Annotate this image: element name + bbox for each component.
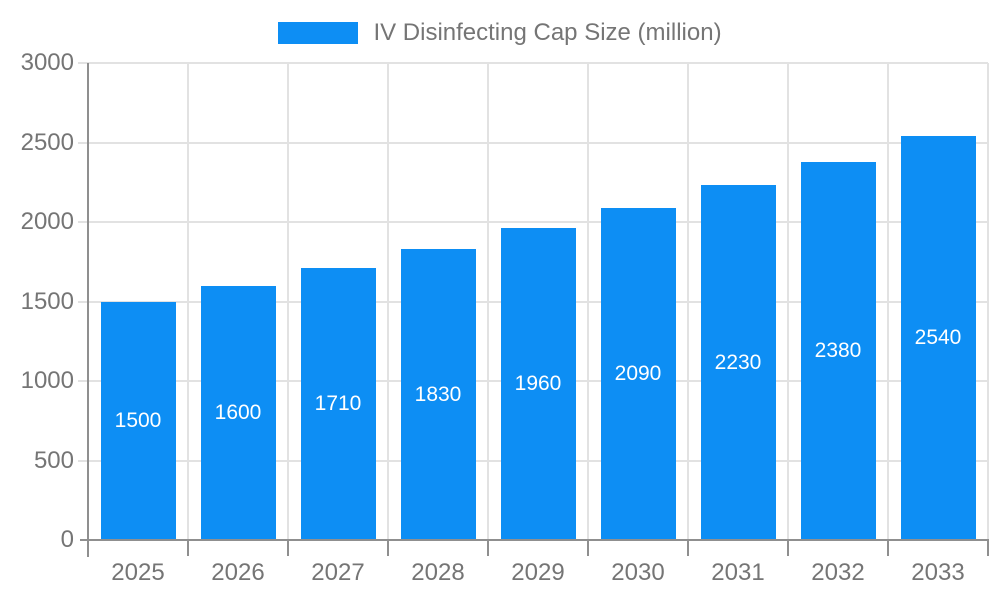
x-axis-tick — [187, 540, 189, 556]
bar[interactable] — [100, 301, 176, 540]
x-gridline — [587, 63, 589, 540]
x-axis-tick — [487, 540, 489, 556]
y-axis-tick-label: 0 — [60, 526, 74, 553]
x-axis-tick — [887, 540, 889, 556]
x-axis-tick — [787, 540, 789, 556]
x-axis-tick — [587, 540, 589, 556]
bar[interactable] — [200, 285, 276, 540]
x-axis-tick-label: 2027 — [311, 559, 365, 586]
bar-value-label: 1710 — [314, 392, 362, 416]
y-gridline — [78, 141, 988, 144]
y-axis-tick-label: 1000 — [20, 367, 74, 394]
bar-value-label: 2380 — [814, 338, 862, 362]
y-axis-tick-label: 3000 — [20, 49, 74, 76]
x-gridline — [387, 63, 389, 540]
x-axis-tick — [987, 540, 989, 556]
x-axis-line — [80, 539, 989, 541]
bar[interactable] — [400, 249, 476, 540]
y-axis-tick-label: 2500 — [20, 128, 74, 156]
x-gridline — [787, 63, 789, 540]
x-gridline — [187, 63, 189, 540]
y-axis-tick-label: 2000 — [20, 208, 74, 235]
x-axis-tick-label: 2026 — [211, 559, 265, 586]
x-axis-tick — [687, 540, 689, 556]
x-gridline — [287, 63, 289, 540]
bar-value-label: 2230 — [714, 350, 762, 374]
legend-swatch-icon — [278, 22, 359, 44]
y-axis-tick-label: 500 — [33, 446, 74, 474]
x-gridline — [687, 63, 689, 540]
bar-value-label: 1830 — [414, 382, 462, 406]
y-axis-line — [87, 63, 89, 557]
legend-label: IV Disinfecting Cap Size (million) — [373, 19, 722, 46]
x-axis-tick — [287, 540, 289, 556]
x-axis-tick-label: 2025 — [111, 559, 165, 586]
bar-value-label: 2090 — [614, 361, 662, 385]
x-axis-tick-label: 2032 — [811, 559, 865, 586]
bar-value-label: 1960 — [514, 372, 562, 396]
chart-legend[interactable]: IV Disinfecting Cap Size (million) — [0, 20, 1000, 46]
bar[interactable] — [900, 136, 976, 540]
x-axis-tick-label: 2028 — [411, 559, 465, 586]
bar-value-label: 1500 — [114, 408, 162, 432]
bar[interactable] — [500, 228, 576, 540]
bar[interactable] — [300, 268, 376, 540]
bar[interactable] — [800, 161, 876, 540]
x-gridline — [487, 63, 489, 540]
x-axis-tick-label: 2029 — [511, 559, 565, 586]
x-gridline — [887, 63, 889, 540]
y-gridline — [78, 221, 988, 223]
x-axis-tick — [387, 540, 389, 556]
bar[interactable] — [600, 207, 676, 540]
bar-value-label: 1600 — [214, 400, 262, 424]
x-axis-tick-label: 2031 — [711, 559, 765, 586]
bar[interactable] — [700, 185, 776, 540]
x-axis-tick-label: 2033 — [911, 559, 965, 586]
bar-value-label: 2540 — [914, 326, 962, 350]
y-gridline — [78, 62, 988, 64]
y-axis-tick-label: 1500 — [20, 287, 74, 315]
x-gridline — [987, 63, 989, 540]
x-axis-tick-label: 2030 — [611, 559, 665, 586]
